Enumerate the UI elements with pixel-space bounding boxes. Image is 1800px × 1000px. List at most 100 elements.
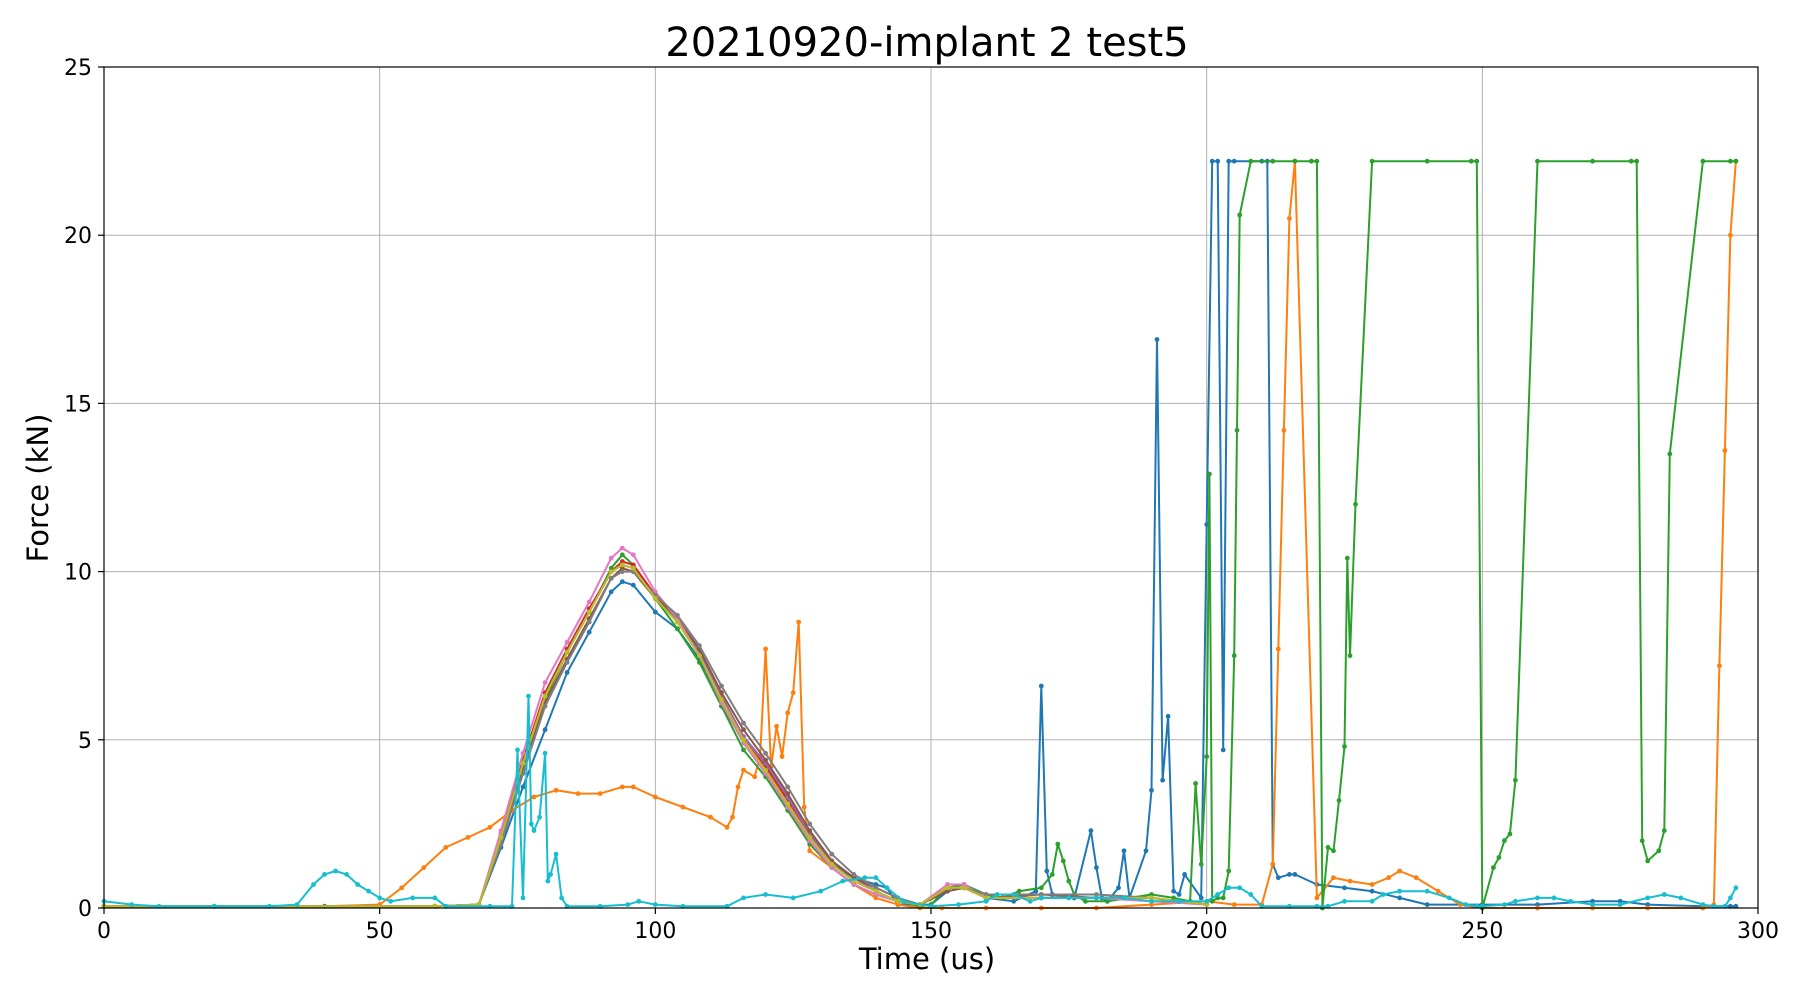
- data-point: [1226, 885, 1232, 891]
- data-point: [873, 895, 879, 901]
- data-point: [311, 882, 316, 887]
- data-point: [542, 693, 548, 699]
- data-point: [652, 794, 658, 800]
- data-point: [1209, 158, 1215, 164]
- data-point: [619, 552, 625, 558]
- data-point: [1292, 872, 1298, 877]
- data-point: [586, 609, 592, 615]
- data-point: [1314, 895, 1320, 901]
- data-point: [1468, 158, 1474, 164]
- data-point: [829, 861, 835, 867]
- data-point: [1728, 232, 1733, 238]
- data-point: [1535, 902, 1540, 907]
- data-point: [719, 683, 724, 689]
- data-point: [619, 784, 625, 790]
- x-tick-label: 200: [1186, 919, 1228, 944]
- data-point: [1220, 895, 1226, 901]
- data-point: [1038, 892, 1044, 897]
- series-9: [101, 562, 1210, 909]
- data-point: [630, 562, 636, 568]
- data-point: [1397, 895, 1402, 901]
- data-point: [1617, 902, 1623, 907]
- data-point: [1369, 888, 1375, 894]
- data-point: [680, 804, 686, 810]
- data-point: [1016, 888, 1022, 894]
- data-point: [129, 902, 135, 907]
- data-point: [785, 791, 791, 796]
- data-point: [741, 737, 746, 743]
- data-point: [520, 760, 526, 766]
- data-point: [542, 750, 548, 756]
- data-point: [730, 814, 735, 820]
- data-point: [983, 898, 989, 904]
- data-point: [1176, 892, 1182, 897]
- data-point: [1645, 902, 1651, 907]
- data-point: [1331, 875, 1336, 881]
- data-point: [636, 898, 642, 904]
- data-point: [1347, 653, 1353, 659]
- data-point: [1502, 902, 1507, 907]
- data-point: [630, 784, 636, 790]
- data-point: [1143, 848, 1149, 854]
- data-point: [873, 892, 879, 897]
- data-point: [945, 885, 950, 891]
- data-point: [790, 895, 796, 901]
- data-point: [652, 902, 658, 907]
- data-point: [735, 784, 741, 790]
- data-point: [1171, 895, 1176, 901]
- data-point: [630, 552, 636, 558]
- data-point: [1733, 158, 1739, 164]
- data-point: [608, 575, 614, 581]
- chart-title: 20210920-implant 2 test5: [665, 20, 1188, 66]
- data-point: [1094, 865, 1099, 870]
- data-point: [1435, 888, 1441, 894]
- data-point: [625, 902, 631, 907]
- data-point: [752, 774, 757, 780]
- data-point: [443, 845, 449, 850]
- data-point: [410, 895, 416, 901]
- data-point: [586, 619, 592, 625]
- data-point: [741, 747, 746, 753]
- data-point: [675, 612, 680, 618]
- data-point: [388, 898, 394, 904]
- data-point: [1198, 861, 1204, 867]
- data-point: [1038, 683, 1044, 689]
- data-point: [520, 771, 526, 776]
- data-point: [548, 872, 553, 877]
- data-point: [377, 895, 383, 901]
- data-point: [1038, 885, 1044, 891]
- data-point: [1314, 158, 1320, 164]
- data-point: [1336, 798, 1342, 803]
- data-point: [801, 804, 807, 810]
- y-tick-label: 5: [78, 729, 92, 754]
- data-point: [344, 872, 349, 877]
- data-point: [1513, 898, 1518, 904]
- data-point: [1353, 501, 1358, 507]
- data-point: [741, 895, 746, 901]
- data-point: [851, 882, 857, 887]
- data-point: [537, 814, 542, 820]
- data-point: [1535, 158, 1540, 164]
- data-point: [1733, 885, 1739, 891]
- data-point: [1463, 902, 1469, 907]
- data-point: [553, 787, 559, 793]
- data-point: [1149, 787, 1154, 793]
- data-point: [1413, 875, 1419, 881]
- data-point: [1215, 895, 1221, 901]
- data-point: [619, 545, 625, 551]
- data-point: [333, 868, 338, 874]
- y-axis-ticks: 0 5 10 15 20 25: [64, 56, 104, 922]
- data-point: [1535, 895, 1540, 901]
- data-point: [983, 895, 989, 901]
- x-tick-label: 0: [97, 919, 111, 944]
- data-point: [1154, 337, 1160, 342]
- data-point: [719, 690, 724, 696]
- y-tick-label: 0: [78, 897, 92, 922]
- data-point: [1226, 868, 1232, 874]
- y-axis-label: Force (kN): [21, 414, 55, 563]
- data-point: [1049, 872, 1055, 877]
- data-point: [1446, 895, 1452, 901]
- data-point: [520, 784, 526, 790]
- data-point: [1507, 831, 1513, 837]
